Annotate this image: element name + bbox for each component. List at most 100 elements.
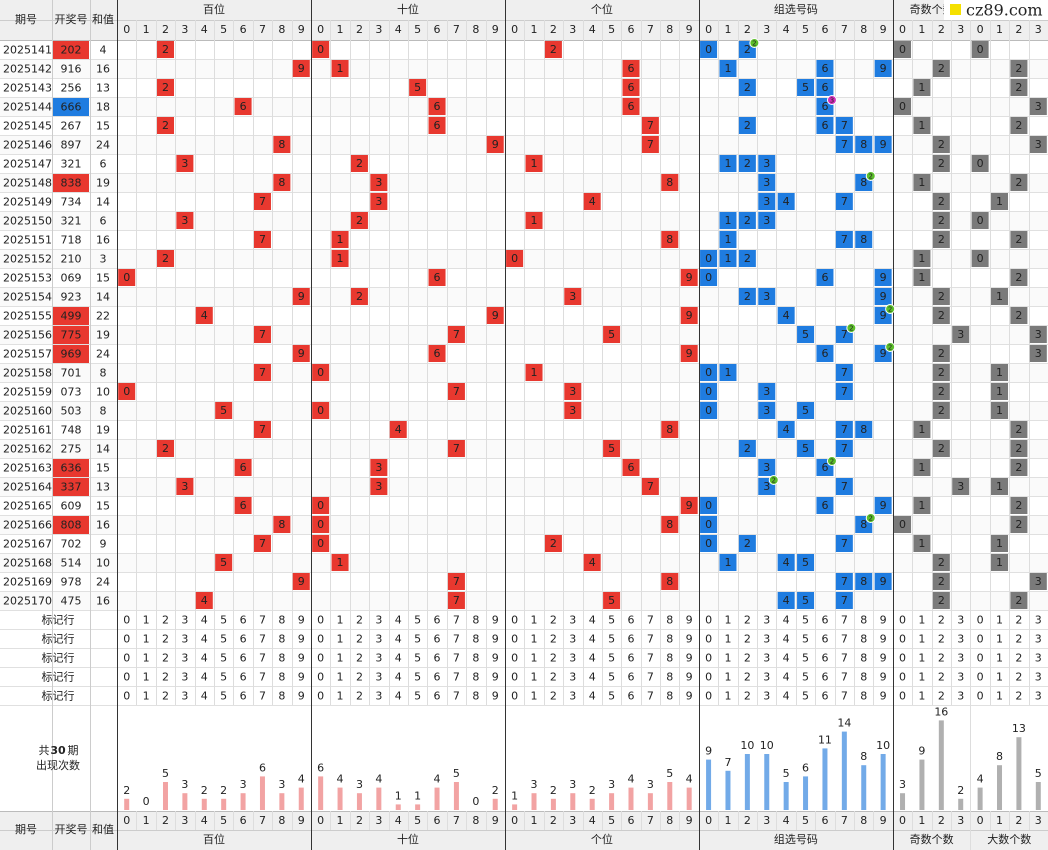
- repeat-count: 2: [752, 40, 756, 48]
- ball: [447, 326, 465, 343]
- marker-digit: 5: [802, 614, 809, 627]
- count-bar: [706, 759, 712, 810]
- marker-digit: 4: [395, 671, 402, 684]
- marker-digit: 4: [201, 633, 208, 646]
- ball-digit: 7: [841, 328, 848, 341]
- marker-digit: 1: [724, 633, 731, 646]
- digit-label: 3: [1035, 23, 1042, 36]
- marker-digit: 3: [1035, 652, 1042, 665]
- marker-digit: 7: [259, 690, 266, 703]
- ball-digit: 9: [298, 290, 305, 303]
- ball-digit: 9: [686, 499, 693, 512]
- count-label: 3: [181, 778, 188, 791]
- repeat-badge: [885, 342, 896, 352]
- marker-digit: 9: [298, 652, 305, 665]
- ball-digit: 2: [938, 385, 945, 398]
- ball: [835, 364, 853, 381]
- marker-digit: 5: [608, 652, 615, 665]
- ball: [758, 383, 776, 400]
- marker-digit: 3: [957, 614, 964, 627]
- digit-label: 8: [278, 23, 285, 36]
- ball-digit: 9: [686, 271, 693, 284]
- digit-label: 0: [899, 23, 906, 36]
- marker-digit: 3: [375, 652, 382, 665]
- count-bar: [182, 793, 188, 810]
- count-label: 9: [918, 745, 925, 758]
- group-title: 奇数个数: [910, 833, 954, 846]
- ball-digit: 5: [802, 328, 809, 341]
- marker-digit: 6: [240, 652, 247, 665]
- ball: [816, 79, 834, 96]
- ball: [700, 516, 718, 533]
- digit-label: 0: [977, 23, 984, 36]
- ball: [932, 364, 950, 381]
- count-label: 2: [957, 784, 964, 797]
- ball: [312, 516, 330, 533]
- ball-digit: 3: [763, 157, 770, 170]
- draw-number: 636: [61, 462, 82, 475]
- ball-digit: 1: [918, 499, 925, 512]
- digit-label: 9: [298, 814, 305, 827]
- marker-digit: 4: [201, 690, 208, 703]
- count-label: 4: [627, 773, 634, 786]
- stats-title: 期: [68, 744, 79, 757]
- draw-number: 202: [61, 44, 82, 57]
- count-label: 1: [414, 789, 421, 802]
- draw-number: 978: [61, 576, 82, 589]
- digit-label: 7: [841, 23, 848, 36]
- period: 2025153: [3, 272, 52, 285]
- marker-digit: 0: [123, 633, 130, 646]
- period: 2025154: [3, 291, 52, 304]
- watermark-bg: [944, 0, 1048, 20]
- ball-digit: 8: [666, 176, 673, 189]
- marker-digit: 8: [860, 614, 867, 627]
- ball: [350, 155, 368, 172]
- ball: [641, 478, 659, 495]
- stats-periods: 30: [50, 744, 66, 757]
- marker-digit: 9: [880, 633, 887, 646]
- ball: [738, 212, 756, 229]
- ball-digit: 0: [317, 499, 324, 512]
- ball: [913, 79, 931, 96]
- ball-digit: 2: [938, 62, 945, 75]
- ball: [991, 288, 1009, 305]
- ball: [738, 440, 756, 457]
- count-label: 10: [740, 739, 754, 752]
- ball: [1010, 174, 1028, 191]
- marker-digit: 2: [938, 652, 945, 665]
- ball-digit: 4: [201, 594, 208, 607]
- ball: [874, 136, 892, 153]
- marker-digit: 0: [977, 614, 984, 627]
- marker-digit: 1: [337, 652, 344, 665]
- ball-digit: 8: [278, 518, 285, 531]
- group-title: 组选号码: [774, 832, 818, 846]
- ball-digit: 7: [841, 119, 848, 132]
- marker-digit: 8: [666, 690, 673, 703]
- ball: [1010, 421, 1028, 438]
- number-bg: [53, 326, 89, 344]
- ball: [525, 364, 543, 381]
- marker-digit: 8: [860, 671, 867, 684]
- ball-digit: 5: [802, 404, 809, 417]
- marker-digit: 3: [957, 652, 964, 665]
- marker-digit: 4: [589, 633, 596, 646]
- digit-label: 1: [337, 23, 344, 36]
- marker-digit: 7: [259, 671, 266, 684]
- ball: [583, 193, 601, 210]
- marker-digit: 2: [356, 652, 363, 665]
- ball-digit: 1: [531, 157, 538, 170]
- count-label: 3: [531, 778, 538, 791]
- ball: [932, 288, 950, 305]
- count-bar: [395, 804, 401, 810]
- ball: [350, 288, 368, 305]
- ball-digit: 6: [821, 119, 828, 132]
- ball: [234, 459, 252, 476]
- draw-sum: 10: [96, 386, 110, 399]
- marker-digit: 3: [375, 690, 382, 703]
- draw-number: 321: [61, 158, 82, 171]
- digit-label: 8: [278, 814, 285, 827]
- repeat-count: 2: [888, 306, 892, 314]
- digit-label: 8: [472, 814, 479, 827]
- marker-digit: 4: [589, 652, 596, 665]
